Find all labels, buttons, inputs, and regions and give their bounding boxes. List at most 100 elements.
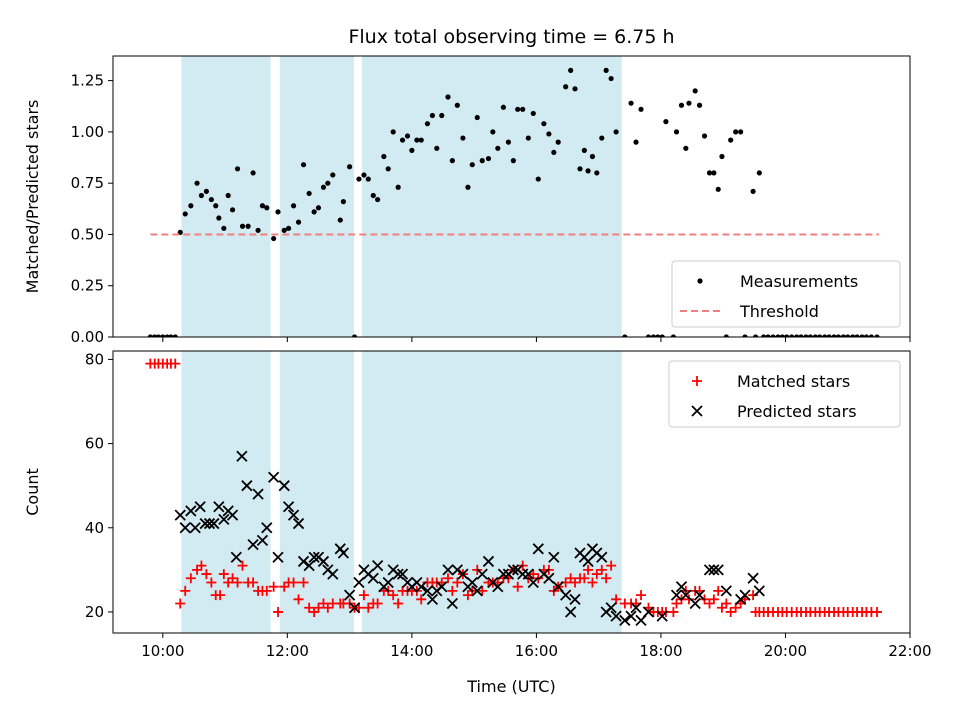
x-tick-label: 16:00 [515,642,558,660]
measurement-point [182,211,188,217]
matched-star-point [447,585,458,596]
measurement-point [404,133,411,139]
measurement-point [495,145,501,151]
measurement-point [216,215,222,221]
matched-star-point [215,590,226,601]
measurement-point [589,153,596,160]
y-tick-label: 20 [85,603,104,621]
measurement-point [854,334,860,337]
legend-label: Predicted stars [737,402,857,421]
predicted-star-point [675,581,688,593]
measurement-point [155,334,162,337]
measurement-point [300,162,307,168]
predicted-star-point [203,517,216,530]
predicted-star-point [218,513,230,525]
predicted-star-point [287,509,300,521]
measurement-point [203,188,209,194]
matched-star-point [477,585,488,596]
measurement-point [290,203,297,209]
matched-star-point [293,594,304,605]
measurement-point [723,334,729,337]
measurement-point [585,168,591,174]
measurement-point [172,334,178,337]
matched-star-point [583,564,594,575]
predicted-star-point [348,602,361,614]
measurement-point [320,184,327,190]
matched-star-point [393,598,404,609]
measurement-point [510,158,516,164]
measurement-point [370,192,376,199]
measurement-point [469,162,475,168]
measurement-point [490,129,496,135]
x-tick-label: 22:00 [888,642,931,660]
predicted-star-point [208,517,220,530]
measurement-point [409,147,415,153]
measurement-point [414,137,420,143]
matched-star-point [668,606,679,617]
measurement-point [845,334,851,337]
y-tick-label: 0.25 [71,277,104,295]
shaded-interval [279,56,354,337]
measurement-point [365,176,371,182]
predicted-star-point [532,543,544,555]
matched-star-point [721,598,732,609]
measurement-point [761,334,767,337]
measurement-point [347,164,353,170]
measurement-point [765,334,771,337]
matched-star-point [713,585,724,596]
predicted-star-point [252,488,264,500]
measurement-point [485,155,492,162]
matched-star-point [442,573,453,584]
measurement-point [147,334,153,337]
predicted-star-point [543,572,555,584]
matched-star-point [175,598,186,609]
predicted-star-point [482,555,495,568]
predicted-star-point [527,576,539,589]
predicted-star-point [708,564,720,576]
predicted-star-point [268,471,280,483]
measurement-point [822,334,828,337]
predicted-star-point [747,572,759,584]
predicted-star-point [703,564,716,576]
predicted-star-point [656,610,668,622]
x-tick-label: 20:00 [764,642,807,660]
measurement-point [221,225,227,231]
y-tick-label: 0.00 [71,328,104,346]
measurement-point [454,102,460,108]
y-tick-label: 80 [85,350,104,368]
predicted-star-point [367,572,379,584]
measurement-point [399,137,406,143]
predicted-star-point [261,522,273,534]
y-tick-label: 1.25 [71,72,104,90]
matched-star-point [871,606,882,617]
measurement-point [198,192,205,199]
measurement-point [770,334,776,337]
measurement-point [784,334,790,337]
measurement-point [555,139,561,145]
matched-star-point [601,573,612,584]
measurement-point [340,199,346,205]
predicted-star-point [670,589,683,601]
x-axis-label: Time (UTC) [466,677,555,696]
y-tick-label: 0.50 [71,225,104,243]
measurement-point [445,94,451,100]
y-tick-label: 1.00 [71,123,104,141]
legend-label: Measurements [740,272,858,291]
matched-star-point [218,569,229,580]
predicted-star-point [278,480,290,492]
measurement-point [460,135,466,141]
predicted-star-point [382,576,394,589]
matched-star-point [201,569,212,580]
measurement-point [650,334,657,337]
matched-star-point [708,594,719,605]
predicted-star-point [303,560,315,572]
matched-star-point [206,577,217,588]
predicted-star-point [317,555,330,568]
shaded-interval [279,351,354,633]
predicted-star-point [630,602,642,614]
measurement-point [868,334,874,337]
measurement-point [863,334,870,337]
predicted-star-point [507,564,520,576]
x-tick-label: 10:00 [141,642,184,660]
matched-star-point [748,590,759,601]
